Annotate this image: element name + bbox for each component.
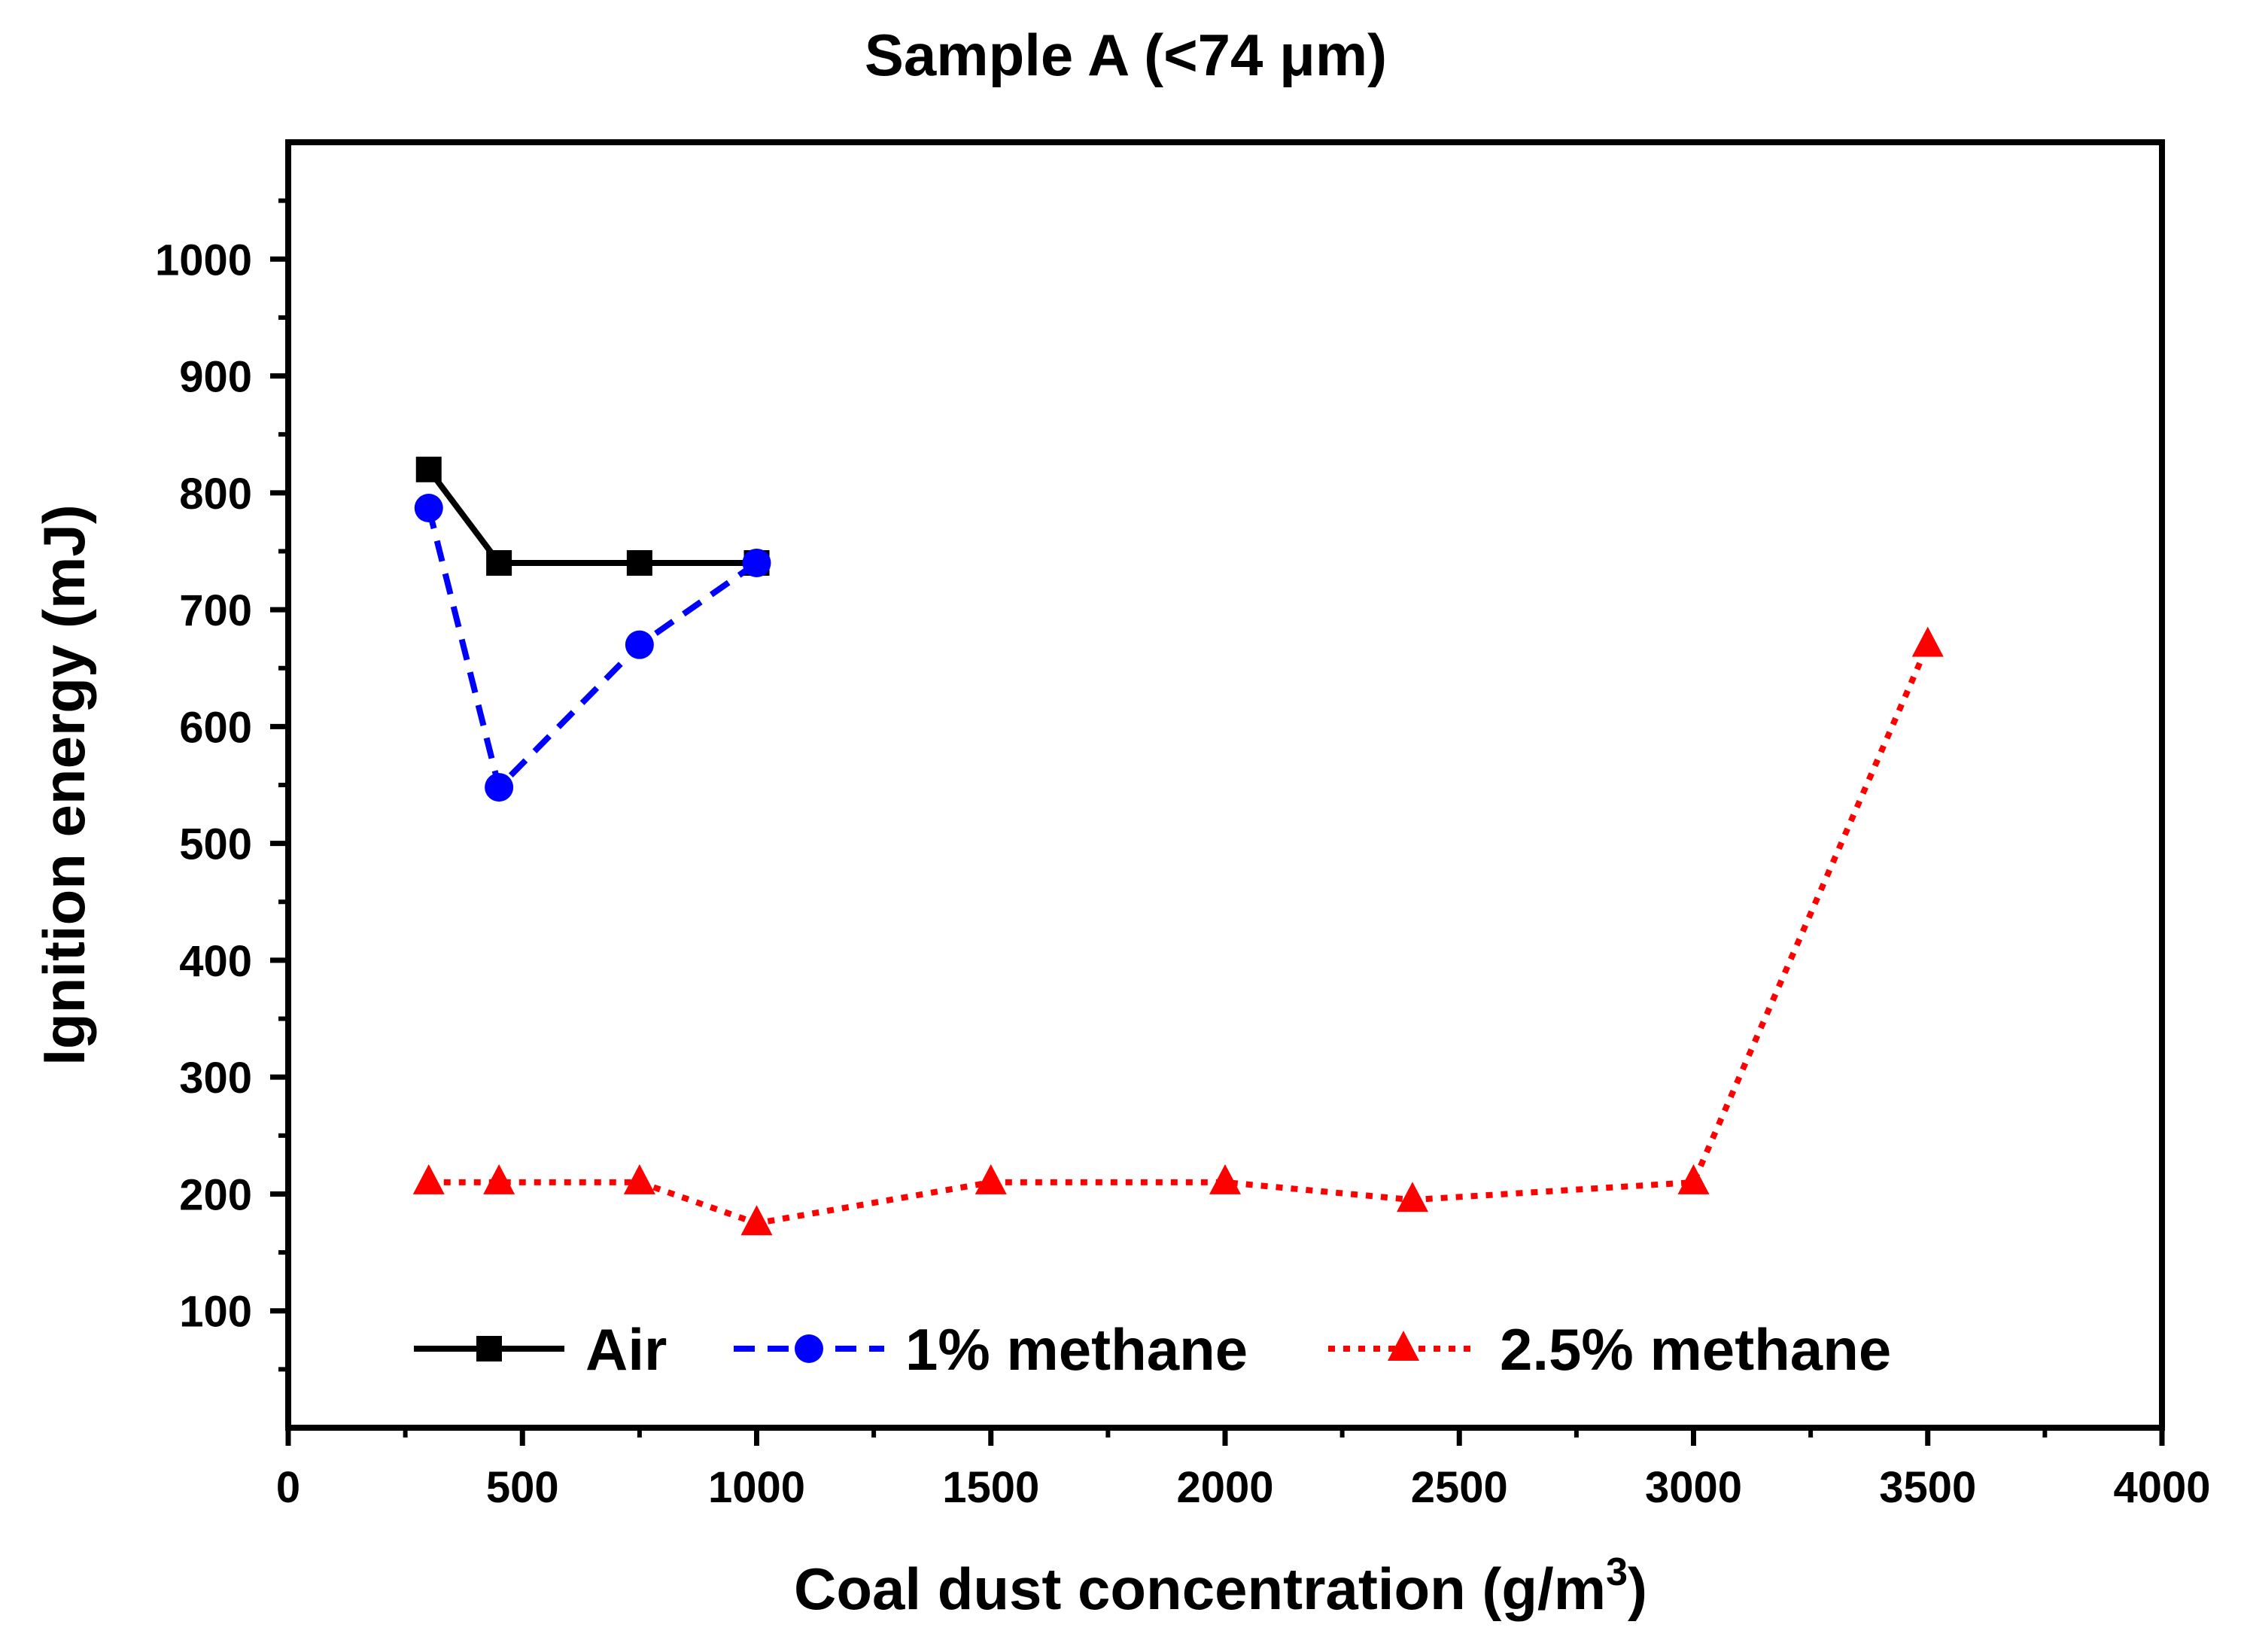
x-axis-label-end: ) bbox=[1628, 1556, 1647, 1622]
axes: 0 500 1000 1500 2000 2500 3000 3500 4000 100 200 30… bbox=[155, 198, 2211, 1512]
data-point bbox=[626, 549, 652, 576]
x-tick-label: 500 bbox=[486, 1463, 559, 1512]
data-point bbox=[1397, 1182, 1428, 1212]
x-tick-label: 2500 bbox=[1411, 1463, 1508, 1512]
x-tick-label: 3500 bbox=[1879, 1463, 1976, 1512]
series-line bbox=[426, 467, 757, 566]
plot-frame bbox=[285, 139, 2165, 1431]
y-tick-label: 800 bbox=[179, 470, 252, 519]
legend-item: Air bbox=[414, 1316, 667, 1383]
x-tick-label: 0 bbox=[276, 1463, 300, 1512]
data-point bbox=[1677, 1164, 1710, 1194]
data-point bbox=[625, 630, 654, 659]
series-line bbox=[425, 507, 759, 791]
x-tick-label: 1000 bbox=[708, 1463, 805, 1512]
y-tick-label: 1000 bbox=[155, 236, 252, 284]
legend-marker bbox=[476, 1336, 502, 1361]
data-point bbox=[975, 1164, 1007, 1194]
chart-title: Sample A (<74 μm) bbox=[865, 22, 1387, 88]
y-axis-label: Ignition energy (mJ) bbox=[31, 504, 97, 1065]
legend-item: 1% methane bbox=[734, 1316, 1248, 1383]
series-2 bbox=[414, 494, 771, 802]
data-point bbox=[485, 773, 514, 802]
data-point bbox=[1911, 626, 1944, 657]
legend-label: 1% methane bbox=[905, 1316, 1248, 1383]
data-point bbox=[412, 1164, 445, 1194]
y-tick-label: 300 bbox=[179, 1054, 252, 1103]
x-tick-label: 4000 bbox=[2113, 1463, 2210, 1512]
x-axis-label-main: Coal dust concentration (g/m bbox=[794, 1556, 1606, 1622]
y-tick-label: 900 bbox=[179, 353, 252, 402]
x-tick-label: 3000 bbox=[1645, 1463, 1742, 1512]
data-point bbox=[740, 1205, 773, 1236]
legend-marker bbox=[1388, 1331, 1419, 1361]
y-tick-label: 700 bbox=[179, 586, 252, 635]
y-tick-label: 100 bbox=[179, 1288, 252, 1337]
series-layer bbox=[412, 456, 1944, 1236]
x-tick-label: 1500 bbox=[942, 1463, 1039, 1512]
x-axis-label: Coal dust concentration (g/m3) bbox=[794, 1550, 1647, 1622]
y-tick-label: 500 bbox=[179, 820, 252, 869]
data-point bbox=[415, 456, 442, 482]
x-axis-label-superscript: 3 bbox=[1606, 1550, 1628, 1594]
legend-item: 2.5% methane bbox=[1328, 1316, 1891, 1383]
data-point bbox=[742, 548, 771, 577]
x-tick-label: 2000 bbox=[1176, 1463, 1273, 1512]
y-tick-label: 400 bbox=[179, 937, 252, 986]
legend-label: Air bbox=[585, 1316, 667, 1383]
series-1 bbox=[415, 456, 770, 576]
legend-marker bbox=[795, 1334, 823, 1363]
data-point bbox=[483, 1164, 515, 1194]
legend-label: 2.5% methane bbox=[1500, 1316, 1891, 1383]
data-point bbox=[486, 549, 512, 576]
series-3 bbox=[412, 626, 1944, 1236]
y-tick-label: 600 bbox=[179, 703, 252, 752]
legend: Air 1% methane 2.5% methane bbox=[414, 1316, 1891, 1383]
data-point bbox=[414, 494, 443, 523]
y-tick-label: 200 bbox=[179, 1170, 252, 1219]
data-point bbox=[623, 1164, 655, 1194]
data-point bbox=[1209, 1164, 1241, 1194]
